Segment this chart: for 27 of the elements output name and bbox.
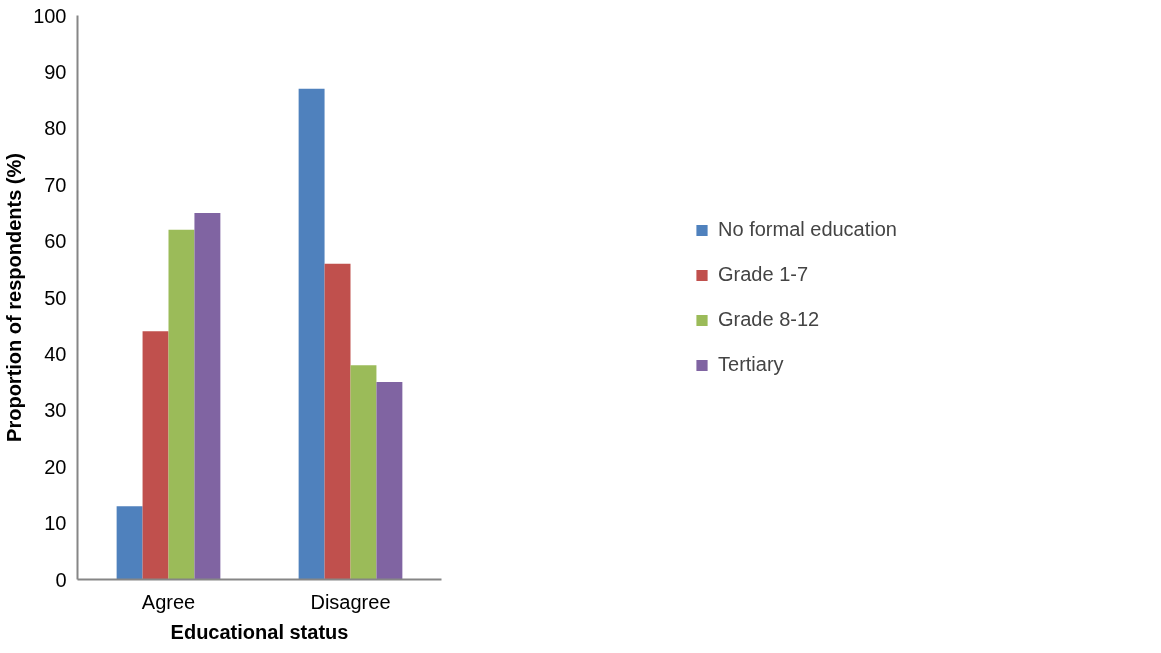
x-tick-label: Disagree <box>310 590 391 613</box>
y-tick-label: 0 <box>55 568 67 591</box>
bar <box>142 331 169 580</box>
bar <box>298 88 325 580</box>
bar <box>194 212 221 580</box>
y-axis-title: Proportion of respondents (%) <box>3 153 26 442</box>
y-tick-label: 50 <box>44 286 67 309</box>
bar <box>324 263 351 580</box>
y-tick-label: 20 <box>44 455 67 478</box>
legend-label: Grade 8-12 <box>718 308 820 331</box>
legend-label: Tertiary <box>718 353 784 376</box>
y-tick-label: 100 <box>33 4 67 27</box>
bar <box>168 229 195 580</box>
y-tick-label: 70 <box>44 173 67 196</box>
y-tick-label: 80 <box>44 117 67 140</box>
bar <box>350 365 377 580</box>
y-tick-label: 40 <box>44 342 67 365</box>
legend-label: No formal education <box>718 218 897 241</box>
legend-label: Grade 1-7 <box>718 263 809 286</box>
bar <box>376 382 403 580</box>
x-axis-title: Educational status <box>170 620 349 643</box>
y-tick-label: 10 <box>44 512 67 535</box>
y-tick-label: 60 <box>44 230 67 253</box>
bar <box>116 506 143 580</box>
y-tick-label: 90 <box>44 60 67 83</box>
x-tick-label: Agree <box>141 590 196 613</box>
y-tick-label: 30 <box>44 399 67 422</box>
